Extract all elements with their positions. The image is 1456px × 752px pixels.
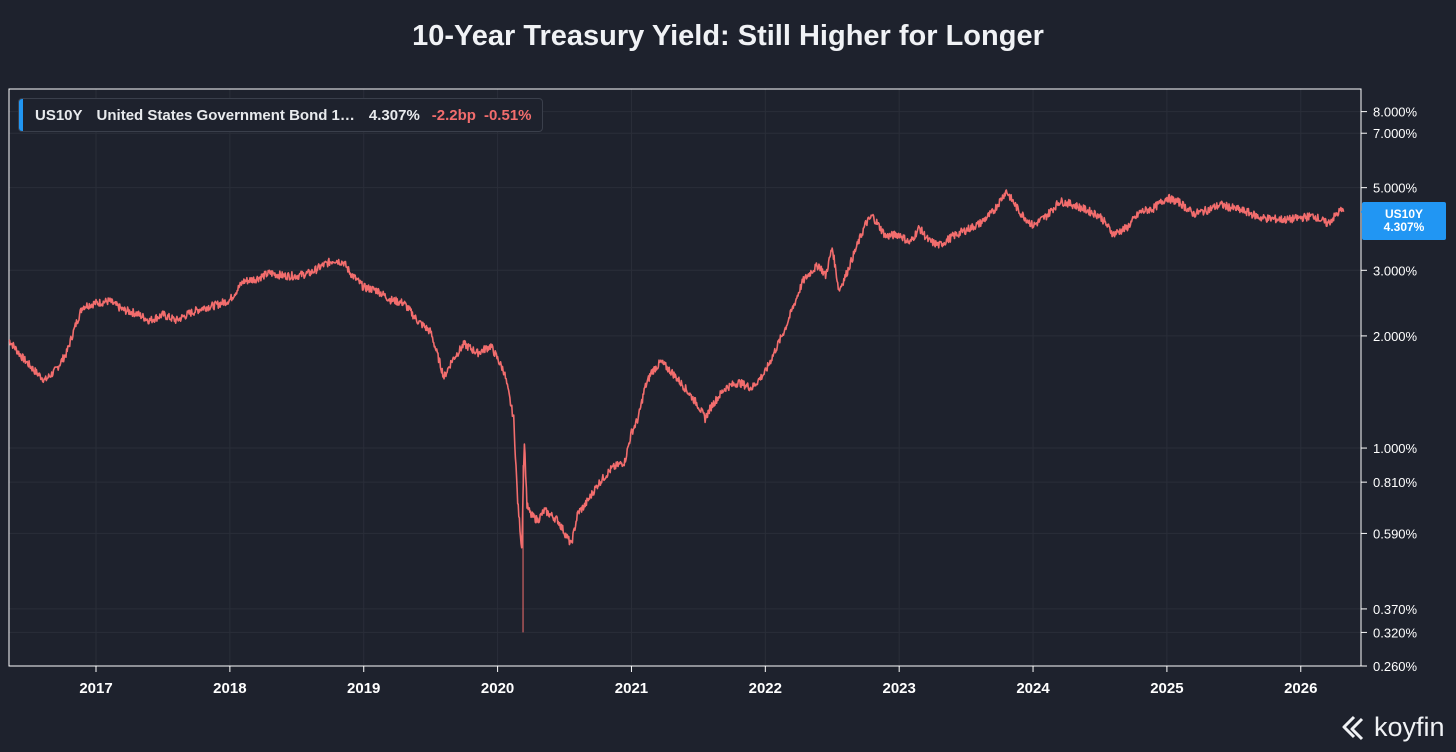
y-tick-label: 0.320%: [1373, 625, 1418, 640]
x-tick-label: 2020: [481, 680, 514, 697]
x-tick-label: 2018: [213, 680, 246, 697]
y-tick-label: 0.260%: [1373, 659, 1418, 674]
price-tag-value: 4.307%: [1383, 220, 1425, 234]
legend-change-pct: -0.51%: [483, 106, 532, 124]
y-tick-label: 0.370%: [1373, 602, 1418, 617]
last-price-tag: US10Y 4.307%: [1362, 202, 1446, 240]
x-tick-label: 2024: [1016, 680, 1050, 697]
y-tick-label: 5.000%: [1373, 181, 1418, 196]
x-axis: 2017 2018 2019 2020 2021 2022 2023 2024 2025 2026: [79, 666, 1317, 697]
y-axis: 8.000% 7.000% 5.000% 3.000% 2.000% 1.000% 0.81…: [1361, 105, 1418, 674]
x-tick-label: 2025: [1150, 680, 1183, 697]
y-tick-label: 7.000%: [1373, 126, 1418, 141]
y-tick-label: 0.590%: [1373, 526, 1418, 541]
y-tick-label: 3.000%: [1373, 263, 1418, 278]
x-tick-label: 2022: [749, 680, 782, 697]
y-tick-label: 2.000%: [1373, 329, 1418, 344]
x-tick-label: 2017: [79, 680, 112, 697]
chart-title: 10-Year Treasury Yield: Still Higher for…: [412, 20, 1044, 52]
x-tick-label: 2021: [615, 680, 648, 697]
x-tick-label: 2026: [1284, 680, 1317, 697]
y-tick-label: 0.810%: [1373, 475, 1418, 490]
x-tick-label: 2019: [347, 680, 380, 697]
plot-area-frame: [8, 88, 1362, 667]
legend-value: 4.307%: [368, 106, 420, 124]
koyfin-logo-icon: [1342, 715, 1364, 740]
legend-change: -2.2bp: [431, 106, 476, 124]
brand-logo: koyfin: [1340, 712, 1445, 743]
x-tick-label: 2023: [882, 680, 915, 697]
grid-layer: [9, 89, 1361, 667]
price-tag-symbol: US10Y: [1384, 207, 1424, 221]
y-tick-label: 8.000%: [1373, 105, 1418, 120]
legend-accent-bar: [19, 99, 23, 131]
legend-name: United States Government Bond 1…: [96, 106, 355, 124]
brand-name: koyfin: [1374, 712, 1445, 742]
series-line-us10y[interactable]: [8, 189, 1345, 549]
series-legend[interactable]: US10Y United States Government Bond 1… 4…: [18, 98, 543, 132]
y-tick-label: 1.000%: [1373, 441, 1418, 456]
series-layer: [8, 189, 1363, 633]
legend-symbol: US10Y: [35, 106, 83, 124]
